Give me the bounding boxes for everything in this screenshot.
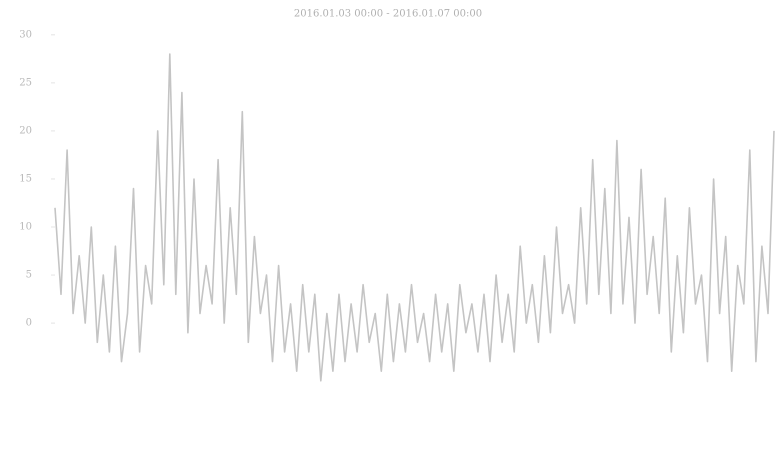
y-tick-label: 0 xyxy=(26,318,32,329)
chart-title: 2016.01.03 00:00 - 2016.01.07 00:00 xyxy=(294,9,482,20)
y-tick-label: 30 xyxy=(19,29,32,40)
y-tick-label: 20 xyxy=(19,125,32,136)
y-tick-label: 5 xyxy=(26,270,32,281)
data-line xyxy=(54,53,775,382)
y-tick-label: 25 xyxy=(19,77,32,88)
y-tick-label: 10 xyxy=(19,222,32,233)
y-tick-label: 15 xyxy=(19,173,32,184)
